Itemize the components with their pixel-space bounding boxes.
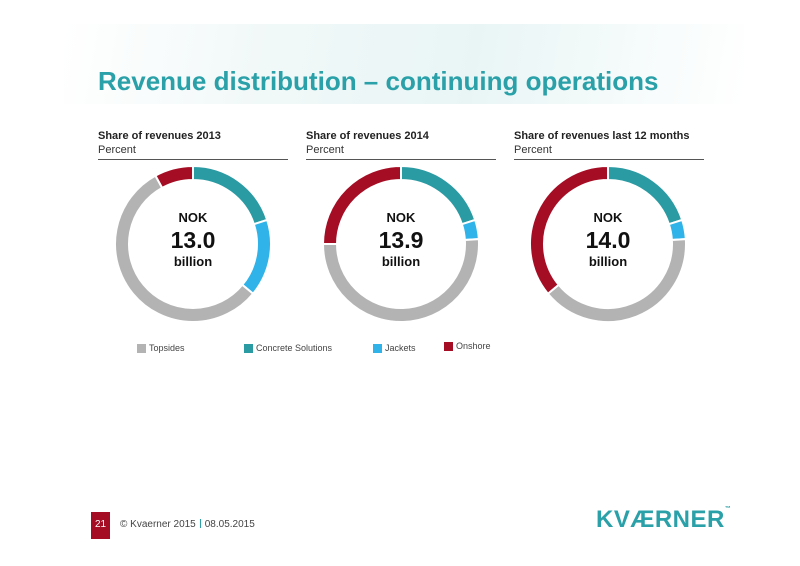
donut-chart-2014: NOK 13.9 billion <box>321 164 481 324</box>
donut-center: NOK 13.9 billion <box>321 210 481 270</box>
kvaerner-logo: KVÆRNER™ <box>596 506 731 534</box>
copyright-text: © Kvaerner 2015 <box>120 519 196 530</box>
page-title: Revenue distribution – continuing operat… <box>98 66 659 96</box>
chart-header-2014: Share of revenues 2014 Percent <box>306 129 496 160</box>
footer-date: 08.05.2015 <box>204 519 255 530</box>
slice-onshore <box>321 164 402 245</box>
donut-chart-ltm: NOK 14.0 billion <box>528 164 688 324</box>
donut-svg <box>114 164 272 323</box>
legend-label: Topsides <box>149 343 185 353</box>
center-currency: NOK <box>386 210 416 225</box>
legend-swatch <box>137 343 146 353</box>
logo-text: KVÆRNER <box>596 506 725 533</box>
donut-chart-2013: NOK 13.0 billion <box>113 164 273 324</box>
center-unit: billion <box>588 254 628 269</box>
center-value: 14.0 <box>585 227 631 253</box>
page-number-bar <box>91 512 110 539</box>
chart-subtitle: Percent <box>98 143 288 160</box>
chart-header-ltm: Share of revenues last 12 months Percent <box>514 129 704 160</box>
chart-header-2013: Share of revenues 2013 Percent <box>98 129 288 160</box>
legend-item-concrete-solutions: Concrete Solutions <box>244 343 332 353</box>
header-band <box>64 24 744 104</box>
footer-divider <box>199 519 201 528</box>
legend-item-jackets: Jackets <box>373 343 416 353</box>
legend-label: Onshore <box>456 341 491 351</box>
center-value: 13.0 <box>170 227 216 253</box>
legend-item-onshore: Onshore <box>444 341 491 351</box>
center-unit: billion <box>381 254 421 269</box>
logo-trademark: ™ <box>724 506 732 512</box>
center-currency: NOK <box>178 210 208 225</box>
center-unit: billion <box>173 254 213 269</box>
legend-swatch <box>244 343 253 353</box>
donut-svg <box>321 164 480 323</box>
donut-svg <box>529 164 687 323</box>
legend-item-topsides: Topsides <box>137 343 185 353</box>
donut-center: NOK 14.0 billion <box>528 210 688 270</box>
chart-subtitle: Percent <box>306 143 496 160</box>
legend-label: Concrete Solutions <box>256 343 333 353</box>
center-currency: NOK <box>593 210 623 225</box>
footer-copyright: © Kvaerner 2015 08.05.2015 <box>120 519 255 530</box>
center-value: 13.9 <box>378 227 424 253</box>
legend-label: Jackets <box>385 343 416 353</box>
legend-swatch <box>373 343 382 353</box>
donut-center: NOK 13.0 billion <box>113 210 273 270</box>
page-number: 21 <box>94 519 107 530</box>
chart-title: Share of revenues last 12 months <box>514 130 690 142</box>
legend-swatch <box>444 341 453 351</box>
chart-title: Share of revenues 2013 <box>98 130 221 142</box>
slice-onshore <box>154 164 194 190</box>
chart-title: Share of revenues 2014 <box>306 130 429 142</box>
slice-onshore <box>529 164 609 296</box>
chart-subtitle: Percent <box>514 143 704 160</box>
